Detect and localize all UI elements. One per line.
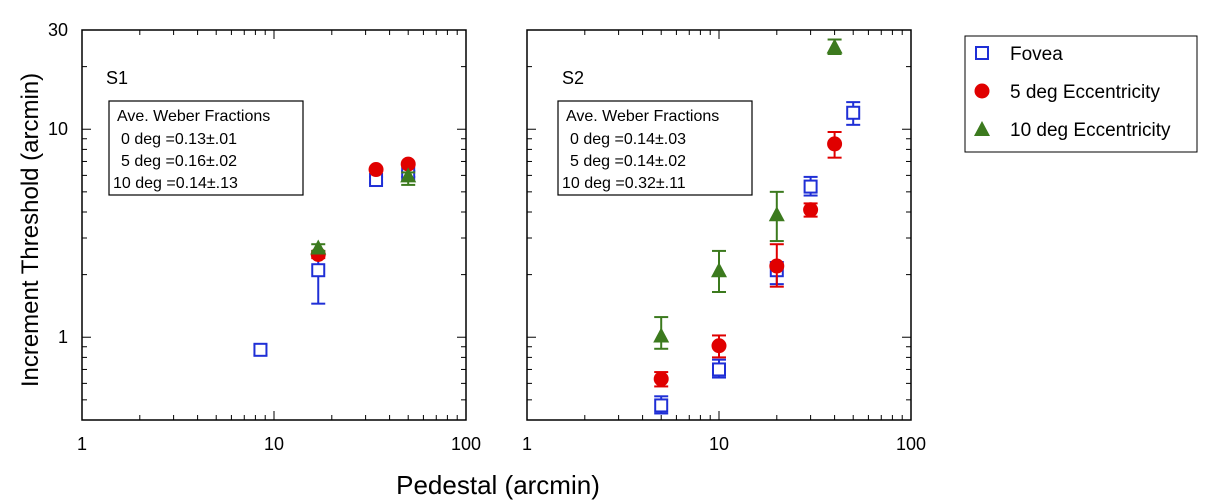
data-point bbox=[826, 38, 843, 54]
legend-label: 10 deg Eccentricity bbox=[1010, 120, 1171, 141]
legend-label: 5 deg Eccentricity bbox=[1010, 82, 1160, 103]
data-point bbox=[846, 105, 861, 120]
weber-fraction-line: 5 deg =0.14±.02 bbox=[570, 153, 686, 170]
weber-fraction-title: Ave. Weber Fractions bbox=[566, 108, 719, 125]
data-point bbox=[653, 371, 669, 387]
legend-label: Fovea bbox=[1010, 44, 1063, 65]
data-point bbox=[400, 167, 417, 183]
y-tick-label: 10 bbox=[48, 119, 68, 139]
weber-fraction-line: 0 deg =0.14±.03 bbox=[570, 131, 686, 148]
data-point bbox=[768, 206, 785, 222]
weber-fraction-line: 10 deg =0.14±.13 bbox=[113, 175, 238, 192]
legend-marker-3 bbox=[974, 121, 990, 136]
panel-label: S2 bbox=[562, 68, 584, 88]
series-fovea bbox=[253, 166, 416, 357]
x-tick-label: 1 bbox=[522, 434, 532, 454]
data-point bbox=[368, 162, 384, 178]
legend-marker-1 bbox=[975, 46, 989, 60]
data-point bbox=[803, 202, 819, 218]
series-10-deg-eccentricity bbox=[653, 38, 843, 350]
weber-fraction-title: Ave. Weber Fractions bbox=[117, 108, 270, 125]
y-tick-label: 30 bbox=[48, 20, 68, 40]
data-point bbox=[769, 258, 785, 274]
weber-fraction-line: 5 deg =0.16±.02 bbox=[121, 153, 237, 170]
y-axis-label: Increment Threshold (arcmin) bbox=[17, 73, 44, 387]
data-point bbox=[311, 263, 326, 278]
series-5-deg-eccentricity bbox=[653, 130, 843, 388]
y-tick-label: 1 bbox=[58, 327, 68, 347]
x-tick-label: 100 bbox=[896, 434, 926, 454]
data-point bbox=[827, 136, 843, 152]
series-5-deg-eccentricity bbox=[310, 156, 416, 262]
data-point bbox=[310, 239, 327, 255]
data-point bbox=[803, 179, 818, 194]
x-tick-label: 100 bbox=[451, 434, 481, 454]
panel-s1: 1 10 100 1 10 30 S1 Ave. Weber Fractions 0 deg =… bbox=[48, 20, 481, 454]
weber-fraction-box bbox=[108, 100, 304, 196]
panel-s2: 1 10 100 S2 Ave. Weber Fractions 0 deg =0.14±… bbox=[522, 29, 926, 454]
legend-marker-2 bbox=[974, 83, 990, 99]
plot-frame bbox=[81, 29, 467, 421]
weber-fraction-line: 0 deg =0.13±.01 bbox=[121, 131, 237, 148]
data-point bbox=[712, 362, 726, 377]
data-point bbox=[654, 398, 669, 413]
data-point bbox=[400, 156, 416, 172]
data-point bbox=[711, 338, 727, 354]
weber-fraction-line: 10 deg =0.32±.11 bbox=[562, 175, 686, 192]
series-10-deg-eccentricity bbox=[310, 167, 417, 255]
x-tick-label: 10 bbox=[264, 434, 284, 454]
legend: Fovea 5 deg Eccentricity 10 deg Eccentrici… bbox=[964, 35, 1198, 153]
panel-label: S1 bbox=[106, 68, 128, 88]
x-tick-label: 1 bbox=[77, 434, 87, 454]
x-tick-label: 10 bbox=[709, 434, 729, 454]
weber-fraction-box bbox=[557, 100, 753, 196]
data-point bbox=[711, 262, 727, 278]
x-axis-label: Pedestal (arcmin) bbox=[396, 470, 600, 500]
legend-frame bbox=[964, 35, 1198, 153]
data-point bbox=[253, 342, 268, 357]
data-point bbox=[653, 327, 670, 343]
